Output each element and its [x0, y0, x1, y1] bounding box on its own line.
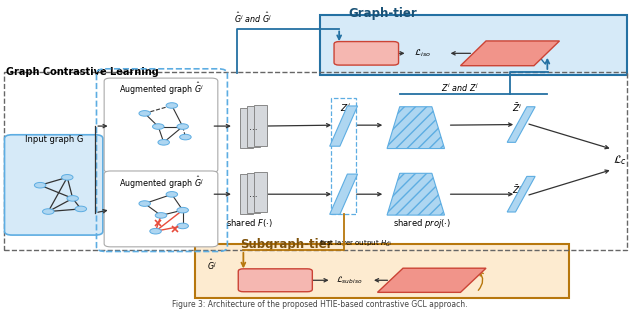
Circle shape	[61, 174, 73, 180]
FancyBboxPatch shape	[104, 171, 218, 247]
Bar	[4, 72, 627, 250]
Circle shape	[139, 111, 150, 116]
Text: $\bar{Z}^i$: $\bar{Z}^i$	[511, 101, 522, 114]
FancyBboxPatch shape	[238, 269, 312, 292]
Text: $Z^i$: $Z^i$	[340, 101, 351, 114]
Circle shape	[177, 124, 188, 129]
Text: shared $proj(\cdot)$: shared $proj(\cdot)$	[393, 217, 451, 230]
Bar	[332, 98, 356, 214]
Text: $Z^i$ and $Z^j$: $Z^i$ and $Z^j$	[442, 81, 479, 94]
Text: Graph Contrastive Learning: Graph Contrastive Learning	[6, 67, 159, 77]
Polygon shape	[387, 173, 445, 215]
Polygon shape	[330, 174, 358, 214]
Circle shape	[177, 223, 188, 229]
Circle shape	[150, 228, 161, 234]
Circle shape	[156, 213, 167, 218]
Text: ...: ...	[249, 123, 258, 132]
Bar	[254, 105, 267, 146]
Text: Input graph G: Input graph G	[24, 135, 83, 144]
Text: $\bar{Z}^j$: $\bar{Z}^j$	[511, 183, 522, 196]
Text: first layer output $H_{\hat{G}^j}$: first layer output $H_{\hat{G}^j}$	[319, 239, 392, 249]
Text: $\mathcal{L}_{subiso}$: $\mathcal{L}_{subiso}$	[335, 275, 362, 286]
Bar	[195, 244, 569, 298]
Circle shape	[42, 209, 54, 214]
Text: Augmented graph $\hat{G}^i$: Augmented graph $\hat{G}^i$	[118, 81, 204, 97]
Circle shape	[75, 206, 86, 212]
Text: $pred_{iso}(\cdot)$: $pred_{iso}(\cdot)$	[491, 47, 529, 60]
Text: Subgraph-tier: Subgraph-tier	[240, 238, 333, 251]
Polygon shape	[378, 268, 486, 292]
Circle shape	[139, 201, 150, 207]
Bar	[254, 172, 267, 212]
FancyBboxPatch shape	[334, 42, 399, 65]
Text: $\hat{G}^i$ and $\hat{G}^j$: $\hat{G}^i$ and $\hat{G}^j$	[234, 11, 272, 26]
Text: Graph-tier: Graph-tier	[349, 7, 417, 20]
FancyBboxPatch shape	[104, 78, 218, 173]
Text: $\mathcal{L}_c$: $\mathcal{L}_c$	[613, 153, 627, 167]
FancyBboxPatch shape	[4, 135, 103, 235]
Circle shape	[158, 140, 170, 145]
Text: $S_{iso}(\cdot)$: $S_{iso}(\cdot)$	[354, 47, 378, 60]
Bar	[247, 173, 260, 213]
Text: $S_{subiso}(\cdot)$: $S_{subiso}(\cdot)$	[259, 274, 291, 286]
Polygon shape	[330, 106, 358, 146]
Text: shared $F(\cdot)$: shared $F(\cdot)$	[227, 217, 273, 230]
Text: $Z^j$: $Z^j$	[340, 183, 351, 196]
Circle shape	[67, 196, 79, 201]
Text: ...: ...	[249, 190, 258, 199]
Circle shape	[180, 134, 191, 140]
Circle shape	[177, 207, 188, 213]
Bar	[240, 174, 253, 214]
Circle shape	[166, 103, 177, 108]
Polygon shape	[507, 107, 535, 142]
Text: Figure 3: Architecture of the proposed HTIE-based contrastive GCL approach.: Figure 3: Architecture of the proposed H…	[172, 300, 468, 309]
Polygon shape	[507, 176, 535, 212]
Polygon shape	[387, 107, 445, 149]
Text: $pred_{subiso}(\cdot)$: $pred_{subiso}(\cdot)$	[410, 274, 454, 287]
Text: Augmented graph $\hat{G}^j$: Augmented graph $\hat{G}^j$	[118, 174, 204, 191]
Bar	[240, 108, 253, 148]
Polygon shape	[461, 41, 559, 66]
Bar	[320, 15, 627, 75]
Bar	[247, 106, 260, 147]
Circle shape	[35, 183, 46, 188]
Circle shape	[152, 124, 164, 129]
Circle shape	[166, 192, 177, 197]
Text: $\mathcal{L}_{iso}$: $\mathcal{L}_{iso}$	[413, 48, 431, 59]
Text: $\hat{G}^j$: $\hat{G}^j$	[207, 257, 216, 272]
